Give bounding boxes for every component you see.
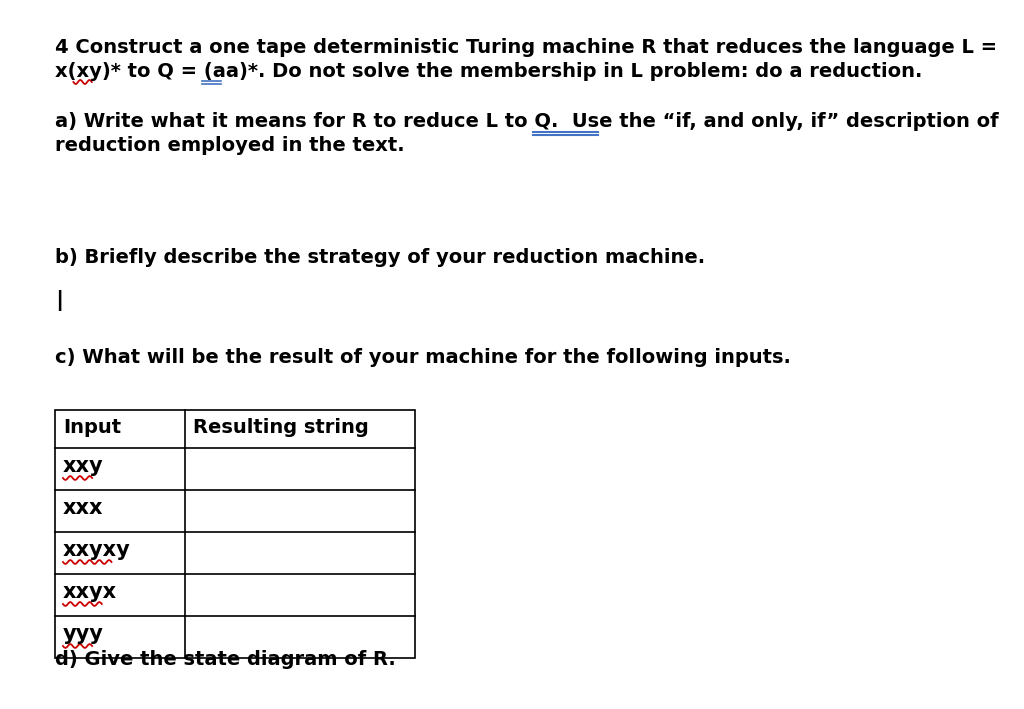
Text: b) Briefly describe the strategy of your reduction machine.: b) Briefly describe the strategy of your…	[55, 248, 706, 267]
Text: xxyx: xxyx	[63, 582, 117, 602]
Text: x(xy)* to Q = (aa)*. Do not solve the membership in L problem: do a reduction.: x(xy)* to Q = (aa)*. Do not solve the me…	[55, 62, 923, 81]
Bar	[55, 410, 415, 658]
Text: reduction employed in the text.: reduction employed in the text.	[55, 136, 404, 155]
Text: xxx: xxx	[63, 498, 103, 518]
Text: 4 Construct a one tape deterministic Turing machine R that reduces the language : 4 Construct a one tape deterministic Tur…	[55, 38, 997, 57]
Text: xxy: xxy	[63, 456, 103, 476]
Text: a) Write what it means for R to reduce L to Q.  Use the “if, and only, if” descr: a) Write what it means for R to reduce L…	[55, 112, 998, 131]
Text: Input: Input	[63, 418, 121, 437]
Text: xxyxy: xxyxy	[63, 540, 131, 560]
Text: |: |	[55, 290, 63, 311]
Text: d) Give the state diagram of R.: d) Give the state diagram of R.	[55, 650, 395, 669]
Text: c) What will be the result of your machine for the following inputs.: c) What will be the result of your machi…	[55, 348, 791, 367]
Text: Resulting string: Resulting string	[193, 418, 369, 437]
Text: yyy: yyy	[63, 624, 103, 644]
